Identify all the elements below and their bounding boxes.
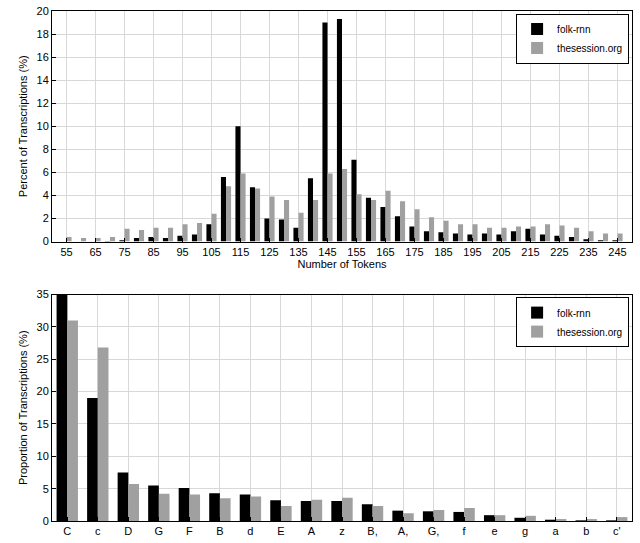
svg-text:thesession.org: thesession.org [557, 43, 622, 54]
svg-text:125: 125 [260, 246, 278, 258]
svg-text:235: 235 [579, 246, 597, 258]
svg-text:245: 245 [608, 246, 626, 258]
svg-text:55: 55 [60, 246, 72, 258]
svg-text:B,: B, [367, 525, 377, 537]
svg-text:115: 115 [232, 246, 250, 258]
svg-text:20: 20 [37, 385, 49, 397]
svg-text:75: 75 [118, 246, 130, 258]
svg-text:225: 225 [550, 246, 568, 258]
svg-text:thesession.org: thesession.org [557, 327, 622, 338]
svg-text:105: 105 [202, 246, 220, 258]
svg-text:95: 95 [176, 246, 188, 258]
svg-text:25: 25 [37, 353, 49, 365]
svg-text:4: 4 [43, 189, 49, 201]
svg-text:Percent of Transcriptions (%): Percent of Transcriptions (%) [17, 55, 29, 197]
svg-text:15: 15 [37, 418, 49, 430]
svg-text:20: 20 [37, 5, 49, 17]
svg-text:14: 14 [37, 74, 49, 86]
svg-text:C: C [63, 525, 71, 537]
svg-text:g: g [522, 525, 528, 537]
svg-text:f: f [463, 525, 467, 537]
svg-text:205: 205 [492, 246, 510, 258]
svg-text:e: e [492, 525, 498, 537]
svg-text:145: 145 [318, 246, 336, 258]
svg-text:F: F [186, 525, 193, 537]
svg-text:85: 85 [147, 246, 159, 258]
svg-text:195: 195 [463, 246, 481, 258]
svg-text:b: b [583, 525, 589, 537]
svg-text:0: 0 [43, 515, 49, 527]
svg-text:a: a [553, 525, 560, 537]
svg-text:Number of Tokens: Number of Tokens [297, 258, 387, 270]
svg-text:165: 165 [376, 246, 394, 258]
svg-text:Proportion of Transcriptions (: Proportion of Transcriptions (%) [17, 330, 29, 485]
svg-text:10: 10 [37, 120, 49, 132]
svg-text:B: B [216, 525, 223, 537]
svg-text:G,: G, [428, 525, 440, 537]
svg-text:c': c' [613, 525, 621, 537]
svg-text:folk-rnn: folk-rnn [557, 24, 590, 35]
svg-text:D: D [124, 525, 132, 537]
svg-text:175: 175 [405, 246, 423, 258]
svg-text:G: G [155, 525, 164, 537]
svg-text:16: 16 [37, 51, 49, 63]
svg-text:2: 2 [43, 212, 49, 224]
svg-text:65: 65 [89, 246, 101, 258]
svg-text:35: 35 [37, 288, 49, 300]
svg-text:30: 30 [37, 321, 49, 333]
svg-text:215: 215 [521, 246, 539, 258]
svg-text:z: z [339, 525, 345, 537]
svg-text:A: A [308, 525, 316, 537]
svg-text:135: 135 [289, 246, 307, 258]
svg-text:c: c [95, 525, 101, 537]
svg-text:d: d [247, 525, 253, 537]
svg-text:E: E [277, 525, 284, 537]
svg-text:8: 8 [43, 143, 49, 155]
svg-text:18: 18 [37, 28, 49, 40]
svg-text:0: 0 [43, 235, 49, 247]
svg-text:5: 5 [43, 483, 49, 495]
svg-text:6: 6 [43, 166, 49, 178]
svg-text:10: 10 [37, 450, 49, 462]
svg-text:A,: A, [398, 525, 408, 537]
svg-text:185: 185 [434, 246, 452, 258]
svg-text:155: 155 [347, 246, 365, 258]
svg-text:12: 12 [37, 97, 49, 109]
svg-text:folk-rnn: folk-rnn [557, 308, 590, 319]
